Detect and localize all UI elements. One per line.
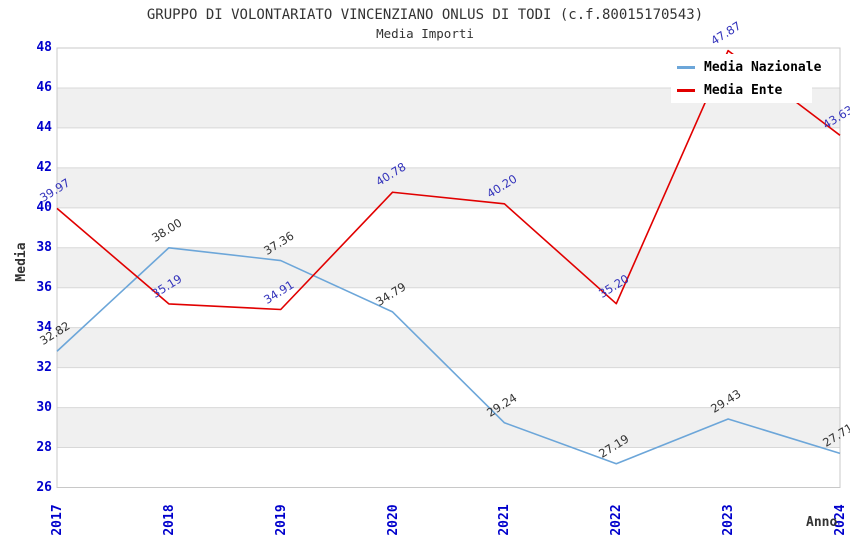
chart-subtitle: Media Importi [376,26,474,41]
x-tick-label: 2021 [496,504,512,536]
plot-band [57,327,840,368]
x-tick-label: 2019 [273,504,289,536]
y-tick-28: 28 [36,439,52,455]
plot-band [57,167,840,208]
x-tick-label: 2022 [608,504,624,536]
y-tick-32: 32 [36,359,52,375]
chart-title: GRUPPO DI VOLONTARIATO VINCENZIANO ONLUS… [146,7,704,23]
plot-border [56,47,841,488]
x-tick-2019: 2019 [261,480,301,550]
plot-band [57,247,840,288]
y-tick-48: 48 [36,40,52,55]
legend: Media Nazionale Media Ente [671,54,821,103]
series-line-media-nazionale [56,246,841,465]
legend-item-media-ente: Media Ente [677,79,812,102]
y-tick-42: 42 [36,159,52,175]
y-tick-40: 40 [36,199,52,215]
y-tick-30: 30 [36,399,52,415]
x-tick-2023: 2023 [708,480,748,550]
x-tick-2020: 2020 [373,480,413,550]
x-tick-label: 2020 [385,504,401,536]
y-tick-26: 26 [36,479,52,495]
plot-band [57,207,840,248]
plot-band [57,127,840,168]
x-tick-2018: 2018 [149,480,189,550]
x-tick-2021: 2021 [484,480,524,550]
media-nazionale-line-swatch [677,66,695,69]
legend-item-media-nazionale: Media Nazionale [677,56,821,79]
plot-band [57,447,840,488]
plot-band [57,367,840,408]
plot-band [57,407,840,448]
x-tick-label: 2023 [720,504,736,536]
y-tick-38: 38 [36,239,52,255]
y-tick-34: 34 [36,319,52,335]
x-tick-2022: 2022 [596,480,636,550]
legend-label-media-ente: Media Ente [704,83,783,98]
x-tick-label: 2017 [49,504,65,536]
y-axis-title: Media [14,242,29,282]
y-tick-46: 46 [36,79,52,95]
x-tick-label: 2018 [161,504,177,536]
media-ente-line-swatch [677,89,695,92]
x-axis-title: Anno [806,515,838,530]
y-tick-44: 44 [36,119,52,135]
y-tick-36: 36 [36,279,52,295]
x-tick-2017: 2017 [37,480,77,550]
plot-band [57,287,840,328]
legend-label-media-nazionale: Media Nazionale [704,60,822,75]
